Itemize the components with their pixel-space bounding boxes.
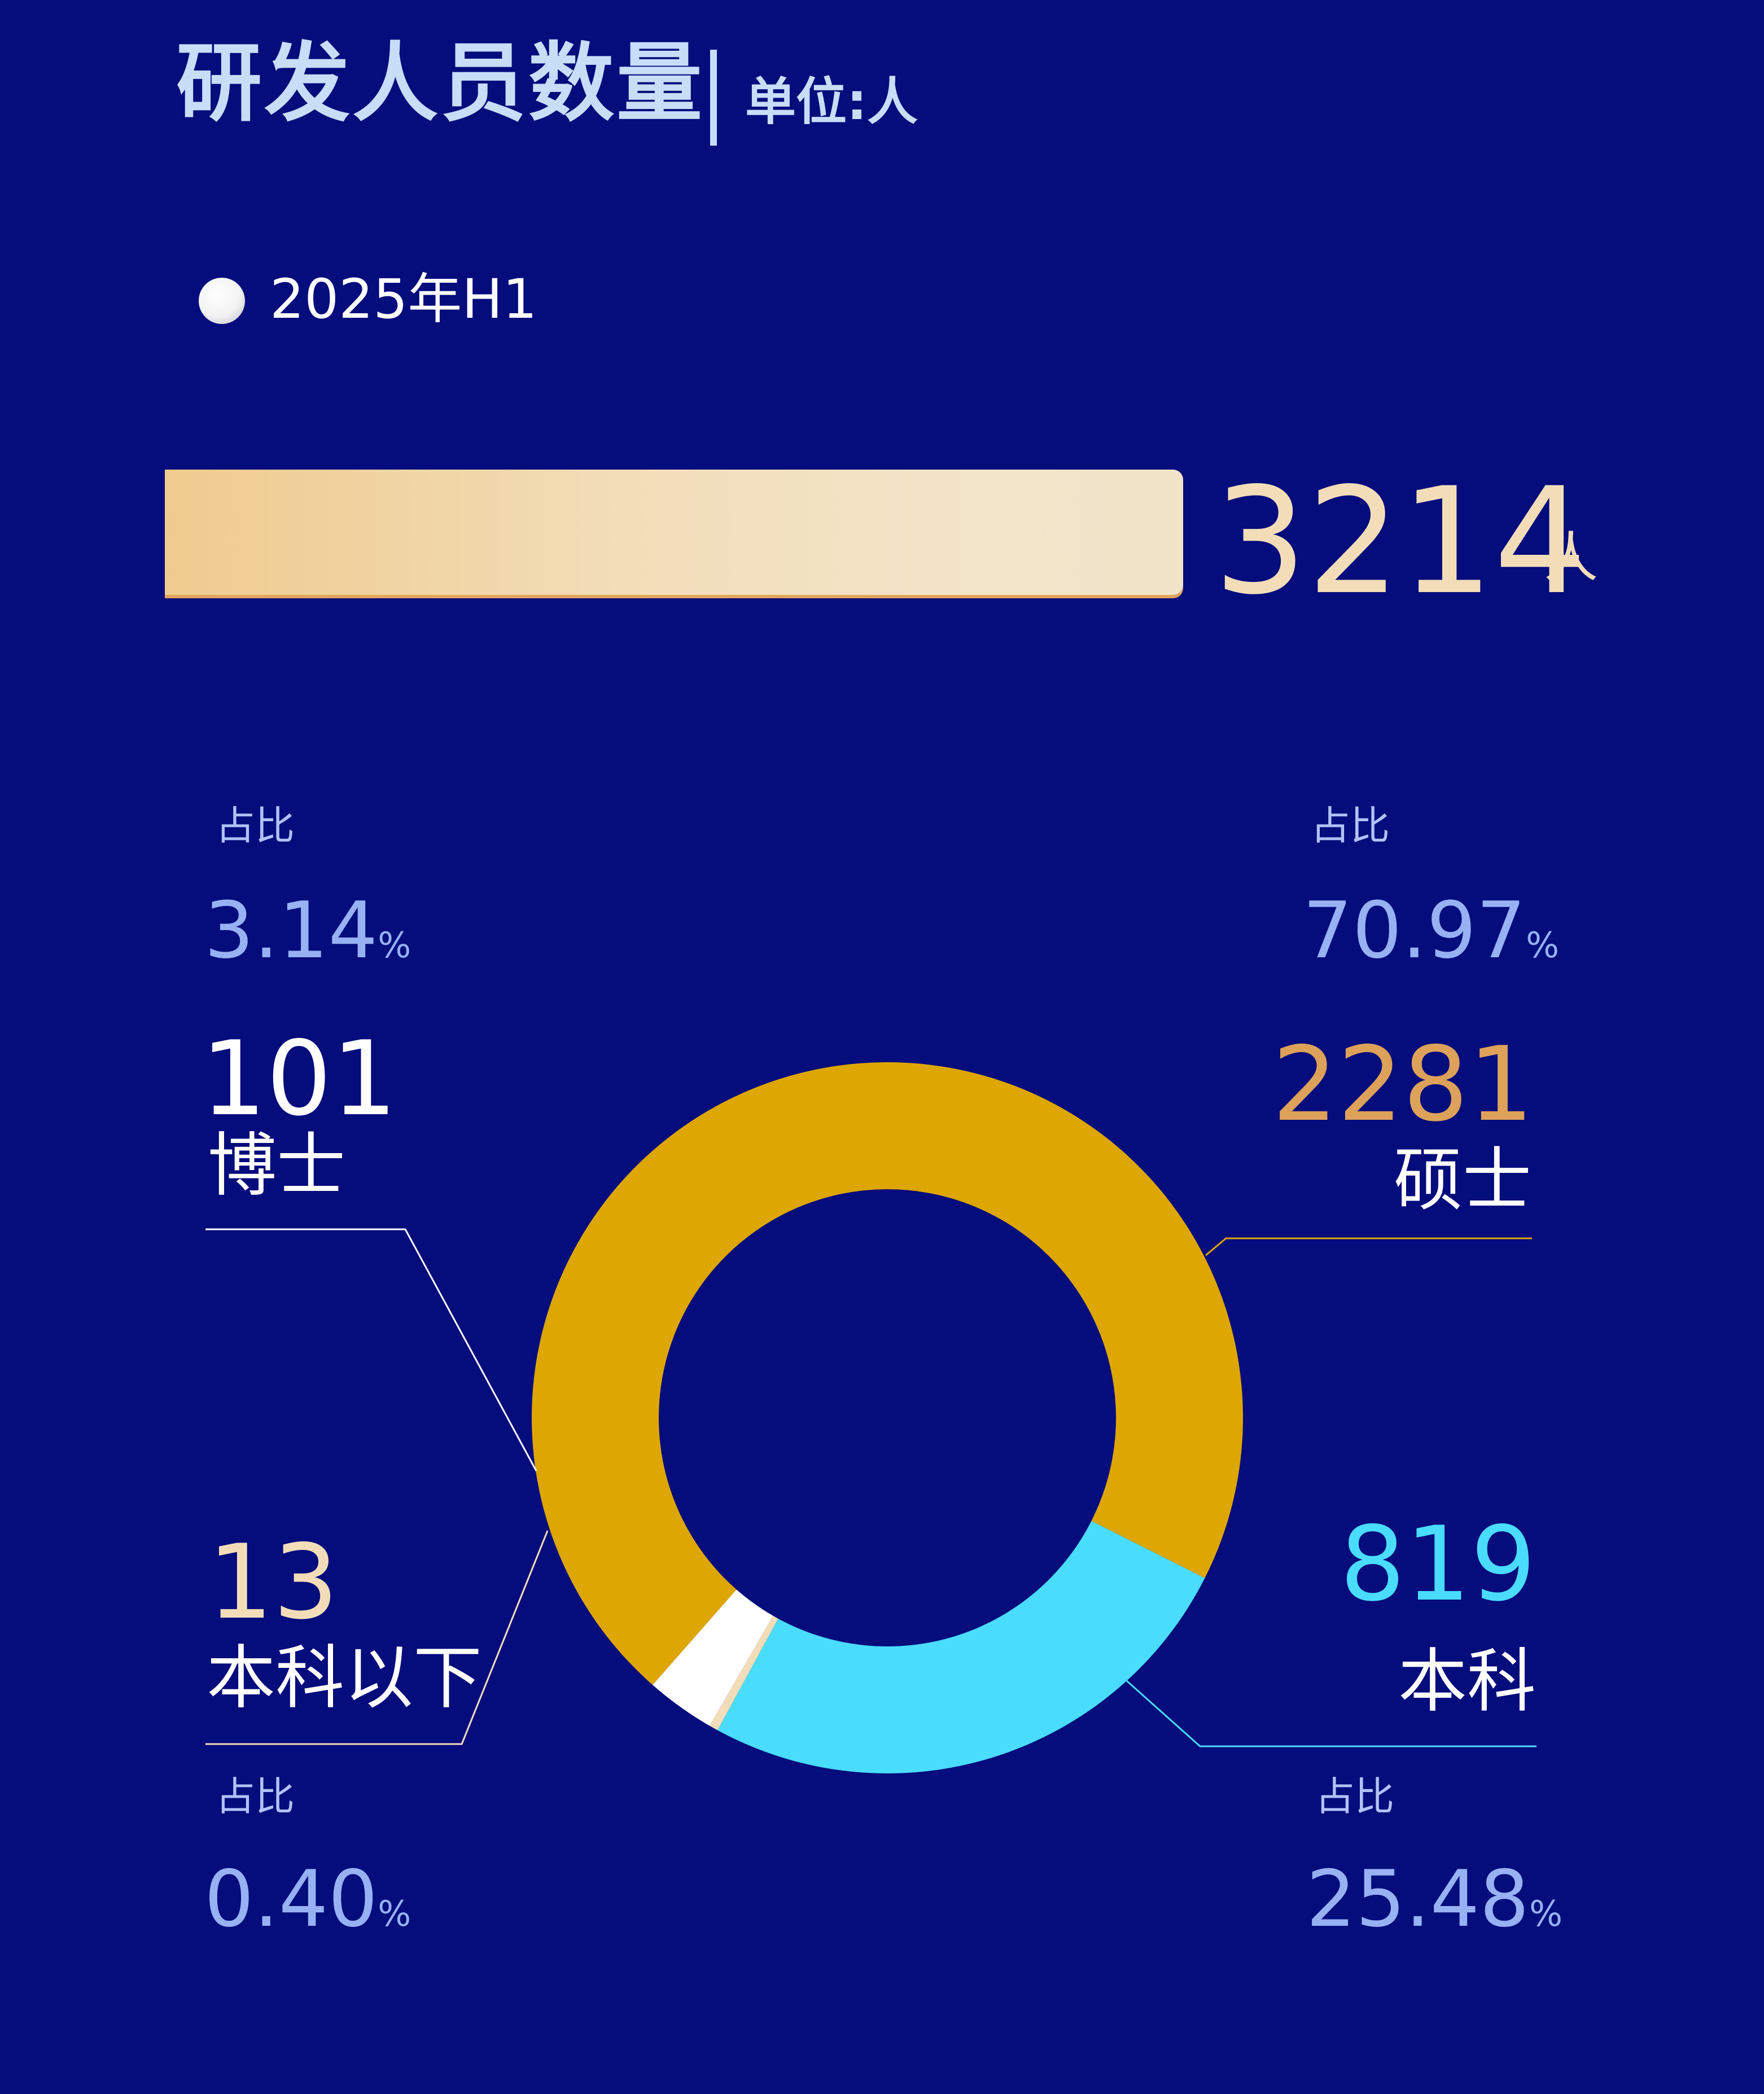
total-unit: 人 — [1544, 526, 1598, 589]
share-number-phd: 3.14 — [204, 885, 378, 976]
share-value-master: 70.97% — [1303, 892, 1559, 970]
leader-line-master — [1205, 1237, 1532, 1256]
donut-slice-bachelor — [717, 1521, 1205, 1773]
share-value-bachelor: 25.48% — [1306, 1860, 1562, 1938]
donut-slice-master — [532, 1062, 1243, 1685]
leader-line-below-bachelor — [205, 1530, 549, 1745]
share-label-bachelor: 占比 — [1315, 1773, 1394, 1820]
label-below-bachelor: 本科以下 — [207, 1638, 482, 1718]
label-phd: 博士 — [208, 1125, 345, 1206]
percent-sign-phd: % — [378, 925, 412, 966]
share-number-bachelor: 25.48 — [1306, 1854, 1530, 1944]
percent-sign-bachelor: % — [1529, 1893, 1562, 1934]
percent-sign-master: % — [1526, 925, 1559, 966]
total-value: 3214 — [1214, 457, 1587, 627]
share-label-master: 占比 — [1311, 803, 1390, 849]
legend-label: 2025年H1 — [270, 268, 537, 331]
leader-line-phd — [205, 1228, 537, 1471]
share-value-phd: 3.14% — [204, 892, 411, 970]
count-phd: 101 — [201, 1019, 397, 1138]
share-label-phd: 占比 — [216, 803, 295, 849]
percent-sign-below-bachelor: % — [378, 1893, 412, 1934]
label-master: 硕士 — [1394, 1140, 1531, 1220]
chart-title: 研发人员数量 — [176, 33, 704, 133]
total-bar — [165, 470, 1183, 595]
leader-line-bachelor — [1126, 1680, 1537, 1747]
share-label-below-bachelor: 占比 — [216, 1773, 295, 1820]
unit-label: 单位:人 — [745, 72, 918, 132]
label-bachelor: 本科 — [1398, 1641, 1536, 1721]
count-master: 2281 — [1272, 1024, 1534, 1144]
donut-slice-phd — [653, 1589, 773, 1726]
title-divider — [710, 50, 717, 146]
share-value-below-bachelor: 0.40% — [204, 1860, 411, 1938]
count-below-bachelor: 13 — [208, 1522, 339, 1642]
share-number-below-bachelor: 0.40 — [204, 1854, 378, 1944]
donut-slice-below-bachelor — [710, 1615, 778, 1731]
share-number-master: 70.97 — [1303, 885, 1526, 976]
count-bachelor: 819 — [1340, 1504, 1536, 1624]
legend-marker — [199, 278, 245, 324]
